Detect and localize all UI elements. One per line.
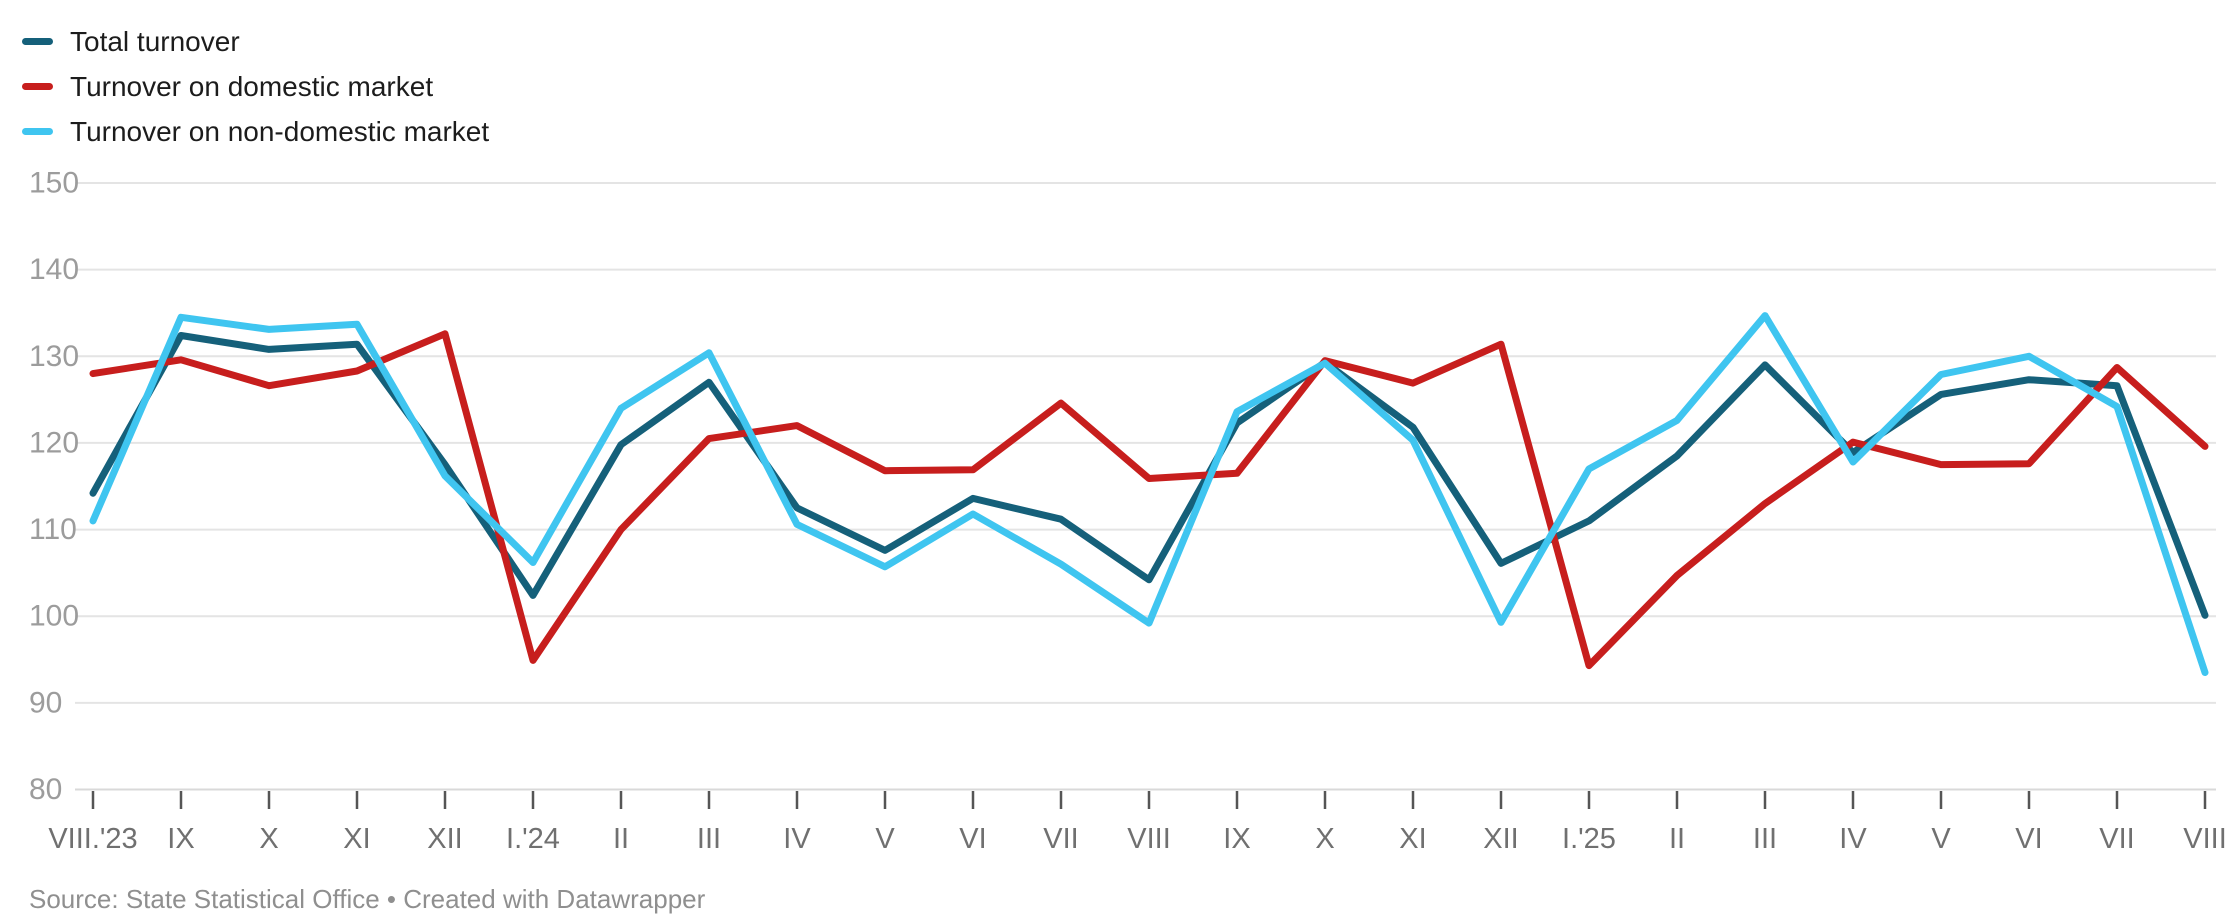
x-axis-label-5: I.'24 xyxy=(506,823,560,855)
legend-item-non-domestic-market: Turnover on non-domestic market xyxy=(22,109,489,154)
legend-item-total-turnover: Total turnover xyxy=(22,19,489,64)
y-axis-label-120: 120 xyxy=(29,426,79,459)
legend-item-domestic-market: Turnover on domestic market xyxy=(22,64,489,109)
x-axis-label-6: II xyxy=(613,823,629,855)
legend-label-total-turnover: Total turnover xyxy=(70,25,240,57)
x-axis-label-15: XI xyxy=(1399,823,1426,855)
x-axis-label-3: XI xyxy=(343,823,370,855)
x-axis-label-0: VIII.'23 xyxy=(48,823,137,855)
y-axis-label-80: 80 xyxy=(29,773,62,806)
x-axis-label-9: V xyxy=(875,823,895,855)
y-axis-label-130: 130 xyxy=(29,340,79,373)
line-total-turnover xyxy=(89,332,2209,619)
y-axis-label-100: 100 xyxy=(29,600,79,633)
x-axis-label-10: VI xyxy=(959,823,986,855)
legend: Total turnover Turnover on domestic mark… xyxy=(22,19,489,154)
x-axis-label-14: X xyxy=(1315,823,1334,855)
legend-label-domestic-market: Turnover on domestic market xyxy=(70,70,434,102)
x-axis-label-19: III xyxy=(1753,823,1777,855)
x-axis-label-7: III xyxy=(697,823,721,855)
x-axis-label-21: V xyxy=(1931,823,1951,855)
x-axis-label-2: X xyxy=(259,823,278,855)
x-axis-label-24: VIII xyxy=(2183,823,2227,855)
y-axis-label-90: 90 xyxy=(29,686,62,719)
x-axis-label-16: XII xyxy=(1483,823,1518,855)
source-note: Source: State Statistical Office • Creat… xyxy=(29,884,706,914)
legend-swatch-domestic-market-icon xyxy=(22,83,53,90)
x-axis-label-12: VIII xyxy=(1127,823,1171,855)
x-axis-label-11: VII xyxy=(1043,823,1078,855)
legend-label-non-domestic-market: Turnover on non-domestic market xyxy=(70,115,490,147)
x-axis-label-18: II xyxy=(1669,823,1685,855)
y-axis-label-150: 150 xyxy=(29,167,79,200)
legend-swatch-non-domestic-market-icon xyxy=(22,128,53,135)
x-axis-label-4: XII xyxy=(427,823,462,855)
x-axis-label-22: VI xyxy=(2015,823,2042,855)
legend-swatch-total-turnover-icon xyxy=(22,38,53,45)
x-axis-label-1: IX xyxy=(167,823,194,855)
line-non-domestic-market xyxy=(89,312,2209,676)
y-axis-label-110: 110 xyxy=(29,513,77,546)
line-domestic-market xyxy=(89,330,2209,670)
x-axis-label-8: IV xyxy=(783,823,811,855)
x-axis-label-23: VII xyxy=(2099,823,2134,855)
x-axis-label-17: I.'25 xyxy=(1562,823,1616,855)
x-axis-label-13: IX xyxy=(1223,823,1250,855)
y-axis-label-140: 140 xyxy=(29,253,79,286)
x-axis-label-20: IV xyxy=(1839,823,1867,855)
